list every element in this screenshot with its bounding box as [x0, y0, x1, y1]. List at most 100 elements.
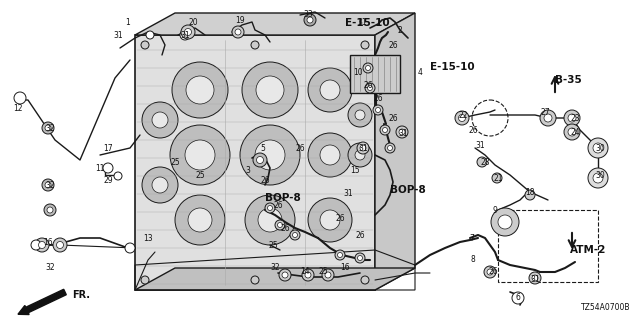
Text: 11: 11	[95, 164, 105, 172]
Circle shape	[355, 150, 365, 160]
Text: 24: 24	[570, 127, 580, 137]
Circle shape	[258, 208, 282, 232]
Text: 31: 31	[358, 143, 368, 153]
Circle shape	[307, 17, 313, 23]
Text: 26: 26	[295, 143, 305, 153]
Circle shape	[590, 140, 606, 156]
Circle shape	[361, 276, 369, 284]
Circle shape	[373, 105, 383, 115]
Circle shape	[532, 275, 538, 281]
Circle shape	[355, 253, 365, 263]
FancyArrow shape	[18, 289, 67, 315]
Text: 29: 29	[103, 175, 113, 185]
Circle shape	[320, 145, 340, 165]
Circle shape	[355, 110, 365, 120]
Circle shape	[325, 272, 331, 278]
Circle shape	[365, 83, 375, 93]
Circle shape	[251, 276, 259, 284]
Circle shape	[383, 127, 387, 132]
Circle shape	[235, 29, 241, 35]
Circle shape	[380, 125, 390, 135]
Circle shape	[141, 41, 149, 49]
Circle shape	[308, 133, 352, 177]
Circle shape	[268, 205, 273, 211]
Circle shape	[544, 114, 552, 122]
Text: 23: 23	[570, 114, 580, 123]
Text: 31: 31	[475, 140, 485, 149]
Circle shape	[251, 41, 259, 49]
Circle shape	[484, 266, 496, 278]
Text: 10: 10	[353, 68, 363, 76]
Circle shape	[42, 179, 54, 191]
Circle shape	[47, 207, 53, 213]
Text: 30: 30	[595, 143, 605, 153]
Text: 7: 7	[470, 234, 474, 243]
Circle shape	[245, 195, 295, 245]
Text: B-35: B-35	[555, 75, 582, 85]
Circle shape	[188, 208, 212, 232]
Circle shape	[337, 252, 342, 258]
Circle shape	[335, 250, 345, 260]
Text: 6: 6	[516, 293, 520, 302]
Circle shape	[385, 143, 395, 153]
Circle shape	[45, 125, 51, 131]
Circle shape	[564, 110, 580, 126]
Circle shape	[593, 143, 603, 153]
Text: 22: 22	[458, 110, 468, 119]
Circle shape	[594, 144, 602, 152]
Text: 25: 25	[170, 157, 180, 166]
Circle shape	[358, 255, 362, 260]
Circle shape	[492, 173, 502, 183]
Circle shape	[181, 25, 195, 39]
Circle shape	[170, 125, 230, 185]
Circle shape	[564, 124, 580, 140]
Circle shape	[184, 28, 191, 36]
Circle shape	[56, 242, 63, 249]
Text: 32: 32	[45, 124, 55, 132]
Circle shape	[14, 92, 26, 104]
Circle shape	[588, 138, 608, 158]
Circle shape	[568, 128, 576, 136]
Circle shape	[512, 292, 524, 304]
Circle shape	[529, 272, 541, 284]
Circle shape	[455, 111, 469, 125]
Circle shape	[322, 269, 334, 281]
Circle shape	[477, 157, 487, 167]
Circle shape	[498, 215, 512, 229]
Circle shape	[308, 68, 352, 112]
Text: E-15-10: E-15-10	[430, 62, 475, 72]
Circle shape	[125, 243, 135, 253]
Circle shape	[142, 167, 178, 203]
Circle shape	[487, 269, 493, 275]
Circle shape	[232, 26, 244, 38]
Circle shape	[540, 110, 556, 126]
Circle shape	[256, 76, 284, 104]
Circle shape	[42, 122, 54, 134]
Circle shape	[255, 140, 285, 170]
Text: 1: 1	[125, 18, 131, 27]
Text: 5: 5	[260, 143, 266, 153]
Circle shape	[282, 272, 288, 278]
Text: 33: 33	[303, 10, 313, 19]
Text: 8: 8	[470, 255, 476, 265]
Text: 20: 20	[188, 18, 198, 27]
Circle shape	[320, 80, 340, 100]
Text: 26: 26	[280, 223, 290, 233]
Circle shape	[142, 102, 178, 138]
Text: 32: 32	[45, 180, 55, 189]
Polygon shape	[135, 268, 415, 290]
Circle shape	[172, 62, 228, 118]
Circle shape	[588, 168, 608, 188]
Circle shape	[141, 276, 149, 284]
Text: 15: 15	[350, 165, 360, 174]
Circle shape	[590, 170, 606, 186]
Text: 19: 19	[235, 15, 245, 25]
Text: 26: 26	[335, 213, 345, 222]
Circle shape	[53, 238, 67, 252]
Text: 17: 17	[103, 143, 113, 153]
Text: E-15-10: E-15-10	[345, 18, 390, 28]
Circle shape	[365, 66, 371, 70]
Circle shape	[31, 240, 41, 250]
Circle shape	[180, 30, 190, 40]
Text: 31: 31	[530, 276, 540, 284]
